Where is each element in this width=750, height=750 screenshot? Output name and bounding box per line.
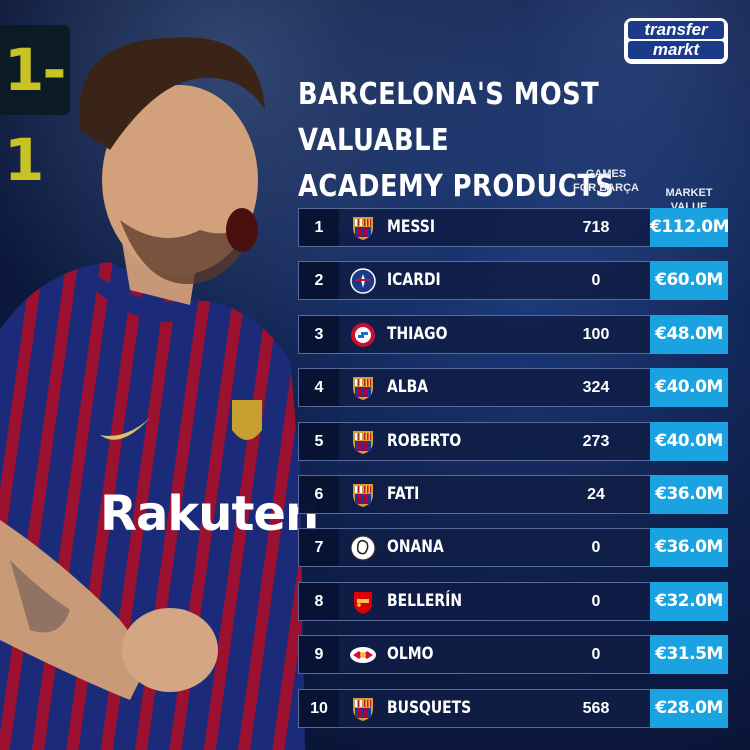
rank-number: 2: [299, 262, 339, 300]
rank-number: 4: [299, 369, 339, 407]
barcelona-crest: [353, 483, 373, 507]
player-name: BELLERÍN: [387, 590, 463, 611]
player-name: MESSI: [387, 217, 436, 237]
market-value: €32.0M: [650, 581, 728, 621]
barcelona-crest: [353, 217, 373, 240]
table-row: 6 FATI 24 €36.0M: [298, 474, 728, 514]
player-name: ROBERTO: [387, 430, 462, 451]
games-count: 273: [582, 432, 610, 450]
stadium-scoreboard: 1-1: [0, 25, 70, 194]
bayern-crest: [351, 322, 375, 347]
barcelona-crest: [353, 430, 373, 454]
player-name: ICARDI: [387, 270, 441, 291]
title-line-1: BARCELONA'S MOST VALUABLE: [298, 77, 600, 158]
table-row: 8 BELLERÍN 0 €32.0M: [298, 581, 728, 621]
logo-line-2: markt: [628, 41, 724, 59]
rank-number: 3: [299, 315, 339, 353]
rank-number: 1: [299, 209, 339, 246]
title-line-2: ACADEMY PRODUCTS: [298, 169, 615, 204]
player-name: ONANA: [387, 537, 444, 558]
arsenal-crest: [354, 591, 372, 614]
games-count: 0: [591, 539, 601, 557]
games-header-line-2: FOR BARÇA: [573, 182, 639, 194]
market-value: €36.0M: [650, 528, 728, 568]
rank-number: 6: [299, 475, 339, 513]
player-name: THIAGO: [387, 323, 448, 344]
games-count: 100: [582, 325, 610, 343]
games-count: 24: [587, 485, 605, 503]
games-count: 0: [591, 272, 601, 290]
shirt-sponsor: Rakuten: [100, 486, 318, 542]
rank-number: 5: [299, 422, 339, 460]
market-value: €36.0M: [650, 474, 728, 514]
market-value: €60.0M: [650, 261, 728, 301]
table-row: 3 THIAGO 100 €48.0M: [298, 314, 728, 354]
rank-number: 7: [299, 529, 339, 567]
barcelona-crest: [353, 697, 373, 721]
games-count: 0: [591, 646, 601, 664]
ajax-crest: [350, 535, 376, 561]
market-value: €31.5M: [650, 635, 728, 675]
table-row: 1 MESSI 718 €112.0M: [298, 208, 730, 247]
table-row: 9 OLMO 0 €31.5M: [298, 635, 728, 675]
market-value: €40.0M: [650, 368, 728, 408]
market-value: €28.0M: [650, 688, 728, 728]
games-count: 568: [582, 699, 610, 717]
page-title: BARCELONA'S MOST VALUABLE ACADEMY PRODUC…: [298, 72, 676, 210]
transfermarkt-logo: transfer markt: [624, 18, 728, 64]
ranking-table: 1 MESSI 718 €112.0M 2 ICARDI 0 €60.0M 3 …: [298, 208, 730, 742]
logo-line-1: transfer: [628, 21, 724, 39]
games-count: 718: [582, 219, 610, 236]
games-header-line-1: GAMES: [585, 168, 627, 180]
market-value: €48.0M: [650, 314, 728, 354]
table-row: 2 ICARDI 0 €60.0M: [298, 261, 728, 301]
table-row: 10 BUSQUETS 568 €28.0M: [298, 688, 728, 728]
games-count: 324: [582, 379, 610, 397]
player-name: OLMO: [387, 644, 434, 665]
market-value: €112.0M: [650, 208, 730, 247]
player-photo: Rakuten: [0, 37, 319, 750]
games-count: 0: [591, 592, 601, 610]
psg-crest: [350, 268, 376, 295]
leipzig-crest: [350, 647, 376, 664]
table-row: 7 ONANA 0 €36.0M: [298, 528, 728, 568]
games-column-header: GAMES FOR BARÇA: [570, 167, 642, 195]
player-name: BUSQUETS: [387, 697, 472, 718]
rank-number: 8: [299, 582, 339, 620]
player-name: ALBA: [387, 377, 429, 398]
player-name: FATI: [387, 483, 420, 504]
rank-number: 9: [299, 636, 339, 674]
table-row: 5 ROBERTO 273 €40.0M: [298, 421, 728, 461]
table-row: 4 ALBA 324 €40.0M: [298, 368, 728, 408]
rank-number: 10: [299, 689, 339, 727]
barcelona-crest: [353, 377, 373, 401]
market-value: €40.0M: [650, 421, 728, 461]
